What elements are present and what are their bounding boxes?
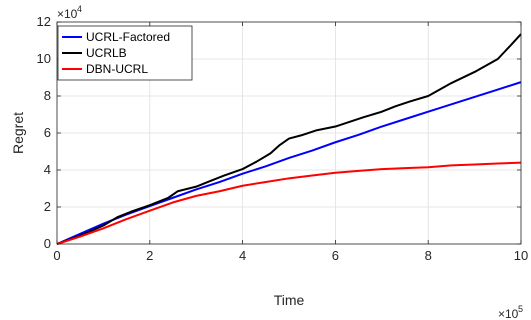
x-tick-label: 10 (514, 248, 528, 263)
y-tick-label: 0 (44, 236, 51, 251)
x-axis-label: Time (274, 292, 305, 308)
series-line-ucrl-factored (56, 81, 522, 245)
x-tick-label: 0 (53, 248, 60, 263)
x-tick-label: 2 (146, 248, 153, 263)
legend-entry: DBN-UCRL (86, 62, 148, 76)
y-tick-label: 12 (37, 14, 51, 29)
y-multiplier: ×10 4 (57, 4, 82, 21)
ticks (56, 21, 522, 245)
y-tick-label: 4 (44, 162, 51, 177)
y-multiplier-exp: 4 (77, 4, 82, 14)
y-axis-label: Regret (10, 112, 26, 154)
series-line-ucrlb (56, 33, 522, 245)
y-multiplier-base: ×10 (57, 7, 78, 21)
x-tick-label: 6 (332, 248, 339, 263)
legend: UCRL-Factored UCRLB DBN-UCRL (57, 25, 193, 81)
x-multiplier-exp: 5 (518, 304, 523, 314)
series-line-dbn-ucrl (56, 161, 522, 245)
legend-entry: UCRLB (86, 46, 127, 60)
legend-entry: UCRL-Factored (86, 30, 170, 44)
y-tick-label: 10 (37, 51, 51, 66)
series-layer (56, 33, 522, 245)
x-multiplier: ×10 5 (498, 304, 523, 320)
x-tick-label: 8 (425, 248, 432, 263)
x-multiplier-base: ×10 (498, 307, 519, 320)
y-tick-label: 8 (44, 88, 51, 103)
y-tick-label: 6 (44, 125, 51, 140)
tick-labels: 0 2 4 6 8 10 0 2 4 6 8 10 12 (37, 14, 529, 263)
y-tick-label: 2 (44, 199, 51, 214)
x-tick-label: 4 (239, 248, 246, 263)
